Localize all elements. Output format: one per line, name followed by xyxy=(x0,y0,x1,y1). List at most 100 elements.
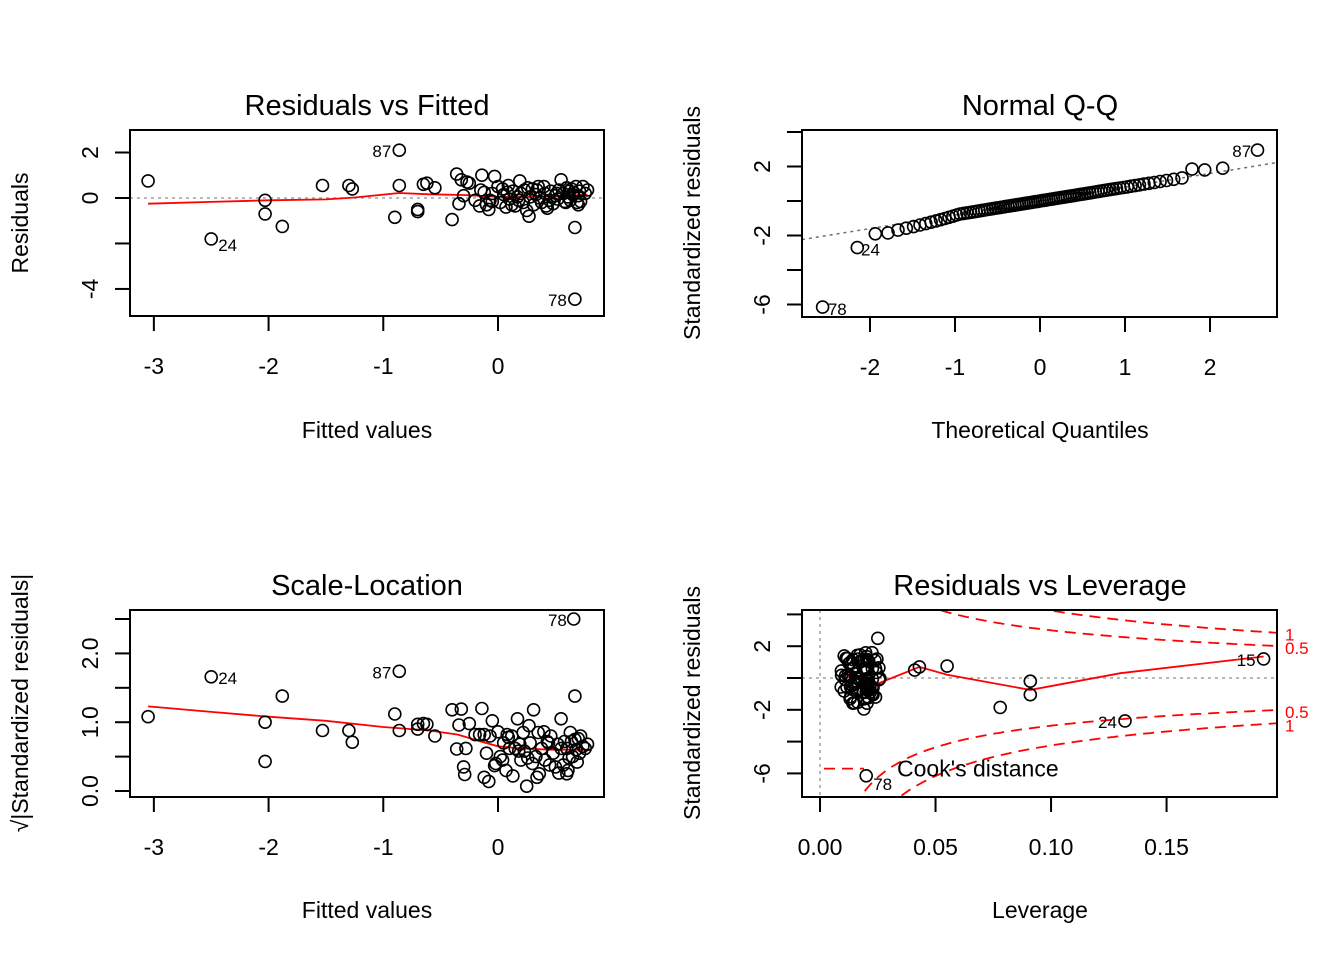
data-point xyxy=(275,689,290,703)
data-point xyxy=(258,715,272,730)
data-point xyxy=(558,195,573,210)
panel-title: Residuals vs Leverage xyxy=(893,570,1186,602)
data-point xyxy=(870,631,885,646)
data-point xyxy=(573,729,588,743)
panel-residuals-vs-leverage: Residuals vs Leverage Leverage Standardi… xyxy=(679,570,1309,923)
data-point xyxy=(541,736,556,750)
data-point xyxy=(1159,173,1174,188)
data-point xyxy=(445,702,459,717)
y-tick-label: -4 xyxy=(77,279,103,300)
data-point xyxy=(843,679,858,694)
x-tick-label: 0.05 xyxy=(913,834,958,860)
point-label: 87 xyxy=(372,663,391,682)
y-axis-label: Standardized residuals xyxy=(679,106,705,340)
data-point xyxy=(479,746,494,761)
data-point xyxy=(410,717,425,732)
data-point xyxy=(472,199,487,213)
data-point xyxy=(428,729,442,743)
data-point xyxy=(493,749,508,764)
data-point xyxy=(1137,177,1151,191)
data-point xyxy=(551,766,566,780)
data-point xyxy=(473,183,488,197)
data-point xyxy=(993,700,1008,715)
data-point xyxy=(522,718,536,733)
plot-area xyxy=(802,143,1277,314)
data-point xyxy=(530,183,544,197)
data-point xyxy=(580,737,595,752)
data-point xyxy=(872,660,886,675)
panel-title: Normal Q-Q xyxy=(962,90,1118,122)
data-point xyxy=(508,741,523,756)
cooks-distance-contour xyxy=(1042,610,1277,634)
data-point xyxy=(477,770,492,785)
data-point xyxy=(1118,714,1132,728)
data-point xyxy=(387,210,402,225)
point-label: 87 xyxy=(372,142,391,161)
data-point xyxy=(899,221,914,235)
data-point xyxy=(531,725,546,740)
data-point xyxy=(1256,652,1271,666)
data-point xyxy=(472,727,487,742)
y-tick-label: 0.0 xyxy=(77,775,103,807)
x-tick-label: 2 xyxy=(1204,354,1217,380)
data-point xyxy=(538,753,552,767)
data-point xyxy=(859,768,874,783)
data-point xyxy=(428,181,442,195)
x-tick-label: 0 xyxy=(492,834,505,860)
data-point xyxy=(846,661,861,676)
data-point xyxy=(1250,143,1265,157)
data-point xyxy=(537,179,551,194)
data-point xyxy=(847,696,862,710)
data-point xyxy=(392,178,407,193)
data-point xyxy=(452,718,466,732)
data-point xyxy=(1166,172,1181,187)
data-point xyxy=(539,199,554,213)
data-point xyxy=(918,216,933,231)
x-axis-label: Leverage xyxy=(992,897,1088,923)
cooks-distance-contour xyxy=(936,610,1277,647)
data-point xyxy=(315,723,330,738)
data-point xyxy=(537,724,551,739)
x-tick-label: 0 xyxy=(1034,354,1047,380)
data-point xyxy=(1153,174,1167,189)
data-point xyxy=(456,188,471,203)
y-axis-label: Standardized residuals xyxy=(679,586,705,820)
y-tick-label: -2 xyxy=(749,225,775,245)
data-point xyxy=(445,212,459,227)
cooks-contour-label: 1 xyxy=(1285,716,1294,735)
data-point xyxy=(475,168,489,182)
cooks-legend-label: Cook's distance xyxy=(897,756,1059,782)
plot-frame xyxy=(801,609,1278,798)
data-point xyxy=(485,713,500,728)
data-point xyxy=(566,612,581,626)
data-point xyxy=(578,186,593,201)
x-tick-label: 0.00 xyxy=(798,834,843,860)
point-label: 87 xyxy=(1232,142,1251,161)
data-point xyxy=(275,219,290,234)
x-tick-label: -1 xyxy=(945,354,965,380)
data-point xyxy=(857,676,872,691)
data-point xyxy=(449,742,464,756)
data-point xyxy=(549,186,564,201)
data-point xyxy=(342,178,356,193)
x-axis-label: Fitted values xyxy=(302,897,432,923)
point-label: 24 xyxy=(218,236,237,255)
data-point xyxy=(568,292,582,307)
point-label: 78 xyxy=(548,611,567,630)
data-point xyxy=(881,226,895,240)
x-tick-label: 0.15 xyxy=(1144,834,1189,860)
data-point xyxy=(891,223,905,237)
y-tick-label: 0 xyxy=(77,192,103,205)
data-point xyxy=(543,729,558,743)
data-point xyxy=(483,729,497,743)
x-tick-label: 0 xyxy=(492,353,505,379)
x-tick-label: -2 xyxy=(860,354,880,380)
data-point xyxy=(345,735,360,750)
data-point xyxy=(462,176,477,190)
data-point xyxy=(526,702,541,717)
data-point xyxy=(456,760,471,774)
data-point xyxy=(554,741,568,756)
point-label: 78 xyxy=(873,775,892,794)
